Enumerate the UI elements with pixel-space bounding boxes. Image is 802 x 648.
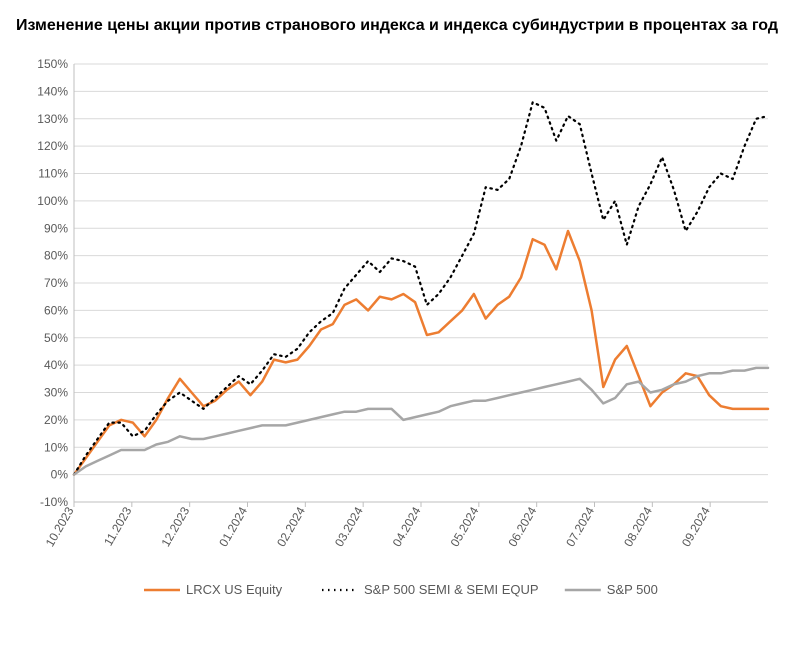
y-tick-label: 50% — [44, 331, 68, 345]
y-tick-label: 110% — [38, 167, 68, 181]
legend-label: S&P 500 SEMI & SEMI EQUP — [364, 582, 539, 597]
y-tick-label: 80% — [44, 249, 68, 263]
y-tick-label: 10% — [44, 440, 68, 454]
y-tick-label: 120% — [37, 139, 68, 153]
y-tick-label: 60% — [44, 303, 68, 317]
y-tick-label: 150% — [37, 57, 68, 71]
legend-label: S&P 500 — [607, 582, 658, 597]
y-tick-label: 30% — [44, 386, 68, 400]
chart-title: Изменение цены акции против странового и… — [16, 16, 778, 36]
y-tick-label: 90% — [44, 221, 68, 235]
y-tick-label: 70% — [44, 276, 68, 290]
chart-area: -10%0%10%20%30%40%50%60%70%80%90%100%110… — [12, 48, 778, 608]
page: Изменение цены акции против странового и… — [0, 0, 802, 648]
y-tick-label: 40% — [44, 358, 68, 372]
y-tick-label: 0% — [51, 468, 69, 482]
legend-label: LRCX US Equity — [186, 582, 283, 597]
y-tick-label: 100% — [37, 194, 68, 208]
y-tick-label: 130% — [37, 112, 68, 126]
y-tick-label: 140% — [37, 84, 68, 98]
line-chart: -10%0%10%20%30%40%50%60%70%80%90%100%110… — [12, 48, 778, 608]
y-tick-label: 20% — [44, 413, 68, 427]
